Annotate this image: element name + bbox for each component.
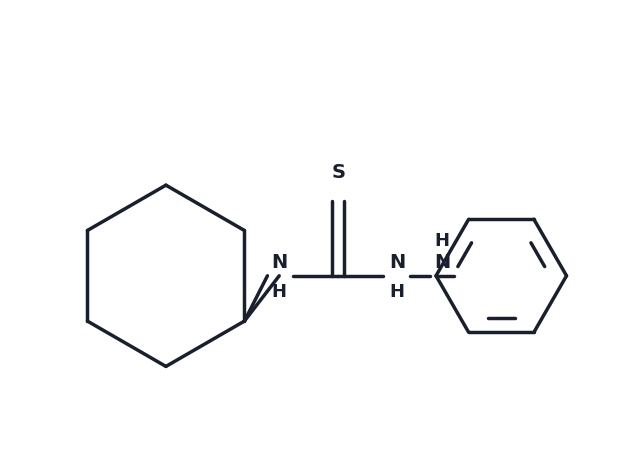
Text: S: S: [331, 163, 345, 181]
Text: H: H: [272, 283, 287, 301]
Text: H: H: [435, 232, 450, 251]
Text: H: H: [390, 283, 404, 301]
Text: N: N: [389, 253, 405, 272]
Text: N: N: [271, 253, 287, 272]
Text: N: N: [434, 253, 451, 272]
